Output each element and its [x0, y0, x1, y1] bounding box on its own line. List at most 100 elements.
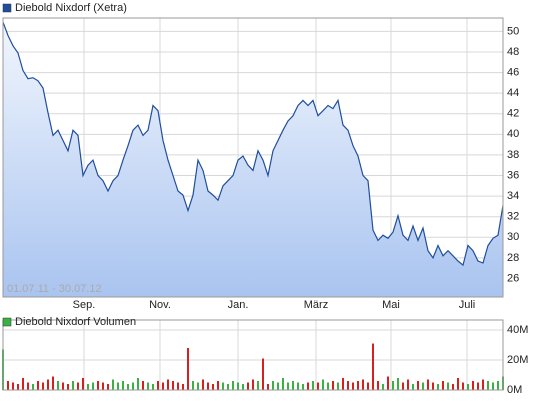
- volume-bar: [192, 381, 194, 390]
- volume-bar: [122, 381, 124, 390]
- y-tick-label: 50: [507, 25, 519, 37]
- volume-bar: [322, 379, 324, 390]
- volume-bar: [52, 376, 54, 390]
- y-tick-label: 48: [507, 46, 519, 58]
- y-tick-label: 40M: [507, 324, 528, 336]
- legend-swatch: [2, 317, 12, 327]
- volume-bar: [22, 378, 24, 390]
- volume-bar: [62, 382, 64, 390]
- volume-bar: [17, 384, 19, 390]
- volume-bar: [127, 384, 129, 390]
- volume-bar: [227, 384, 229, 390]
- volume-bar: [397, 378, 399, 390]
- volume-bar: [327, 382, 329, 390]
- x-tick-label: März: [304, 299, 328, 311]
- volume-bar: [212, 384, 214, 390]
- volume-bar: [282, 378, 284, 390]
- volume-bar: [402, 382, 404, 390]
- volume-bar: [187, 348, 189, 390]
- legend-label: Diebold Nixdorf Volumen: [15, 316, 136, 328]
- volume-bar: [317, 382, 319, 390]
- volume-bar: [7, 381, 9, 390]
- volume-bar: [352, 382, 354, 390]
- volume-bar: [432, 382, 434, 390]
- y-tick-label: 46: [507, 66, 519, 78]
- volume-bar: [182, 384, 184, 390]
- volume-bar: [132, 382, 134, 390]
- volume-bar: [82, 378, 84, 390]
- volume-bar: [87, 384, 89, 390]
- plot-background: [3, 320, 503, 390]
- volume-bar: [262, 358, 264, 390]
- volume-bar: [167, 379, 169, 390]
- volume-bar: [427, 379, 429, 390]
- volume-bar: [72, 381, 74, 390]
- volume-bar: [157, 381, 159, 390]
- volume-bar: [287, 382, 289, 390]
- y-tick-label: 36: [507, 169, 519, 181]
- volume-bar: [357, 381, 359, 390]
- volume-bar: [147, 382, 149, 390]
- x-tick-label: Mai: [382, 299, 400, 311]
- volume-bar: [242, 384, 244, 390]
- volume-bar: [137, 378, 139, 390]
- volume-bar: [472, 381, 474, 390]
- volume-bar: [437, 384, 439, 390]
- volume-bar: [57, 381, 59, 390]
- volume-bar: [362, 379, 364, 390]
- x-tick-label: Nov.: [149, 299, 171, 311]
- volume-bar: [277, 382, 279, 390]
- volume-bar: [197, 382, 199, 390]
- volume-bar: [257, 381, 259, 390]
- volume-bar: [482, 379, 484, 390]
- volume-bar: [47, 379, 49, 390]
- volume-bar: [32, 384, 34, 390]
- volume-bar: [292, 381, 294, 390]
- volume-bar: [272, 381, 274, 390]
- volume-bar: [67, 384, 69, 390]
- volume-bar: [252, 379, 254, 390]
- volume-bar: [487, 381, 489, 390]
- volume-bar: [447, 382, 449, 390]
- x-tick-label: Jan.: [228, 299, 249, 311]
- volume-bar: [367, 382, 369, 390]
- volume-bar: [372, 343, 374, 390]
- volume-bar: [97, 381, 99, 390]
- volume-bar: [142, 381, 144, 390]
- y-tick-label: 32: [507, 211, 519, 223]
- volume-bar: [442, 381, 444, 390]
- volume-bar: [457, 378, 459, 390]
- volume-bar: [337, 382, 339, 390]
- volume-bar: [417, 381, 419, 390]
- volume-bar: [37, 381, 39, 390]
- volume-bar: [117, 382, 119, 390]
- volume-bar: [302, 384, 304, 390]
- volume-bar: [107, 384, 109, 390]
- volume-bar: [342, 378, 344, 390]
- price-line: [2, 21, 504, 267]
- y-tick-label: 0M: [507, 384, 522, 396]
- y-tick-label: 40: [507, 128, 519, 140]
- volume-bar: [307, 382, 309, 390]
- volume-bar: [247, 382, 249, 390]
- volume-bar: [217, 381, 219, 390]
- y-tick-label: 28: [507, 252, 519, 264]
- volume-bar: [297, 382, 299, 390]
- volume-bar: [477, 382, 479, 390]
- volume-bar: [102, 382, 104, 390]
- volume-bar: [462, 382, 464, 390]
- volume-bar: [332, 381, 334, 390]
- x-tick-label: Juli: [459, 299, 476, 311]
- volume-bar: [177, 382, 179, 390]
- volume-bar: [392, 381, 394, 390]
- volume-bar: [382, 384, 384, 390]
- y-tick-label: 30: [507, 231, 519, 243]
- area-fill: [3, 22, 503, 297]
- volume-bar: [492, 382, 494, 390]
- volume-bar: [237, 382, 239, 390]
- x-tick-label: Sep.: [73, 299, 96, 311]
- volume-bar: [267, 384, 269, 390]
- plot-frame: [2, 17, 504, 298]
- y-tick-label: 44: [507, 87, 519, 99]
